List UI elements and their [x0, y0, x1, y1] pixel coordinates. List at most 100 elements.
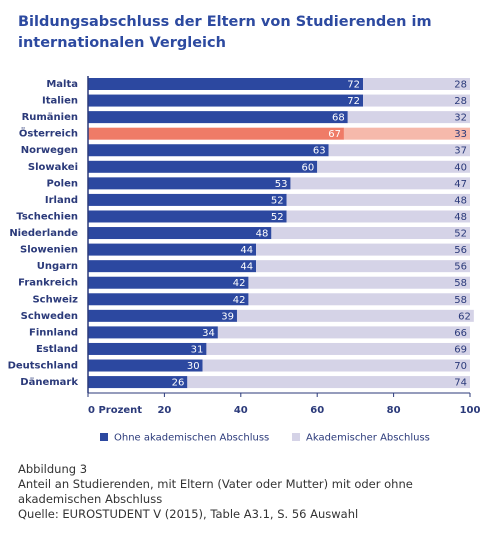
value-label: 52	[271, 212, 284, 223]
bar-segment	[88, 160, 318, 173]
value-label: 67	[328, 129, 341, 140]
bar-segment	[363, 94, 470, 107]
bar-segment	[290, 177, 470, 190]
category-label: Slowakei	[28, 162, 78, 173]
bar-segment	[88, 243, 257, 256]
value-label: 44	[240, 262, 253, 273]
value-label: 31	[191, 344, 204, 355]
value-label: 30	[187, 361, 200, 372]
bar-segment	[206, 342, 471, 355]
legend-swatch	[292, 433, 300, 441]
bar-segment	[88, 94, 364, 107]
bar-segment	[88, 193, 287, 206]
chart-title: Bildungsabschluss der Eltern von Studier…	[18, 14, 432, 51]
value-label: 42	[233, 278, 246, 289]
caption: Abbildung 3 Anteil an Studierenden, mit …	[18, 462, 458, 522]
value-label: 44	[240, 245, 253, 256]
bar-segment	[88, 78, 364, 90]
bar-segment	[88, 376, 188, 389]
category-label: Slowenien	[20, 245, 78, 256]
bar-segment	[256, 260, 470, 273]
figure-number: Abbildung 3	[18, 462, 88, 476]
bar-segment	[256, 243, 470, 256]
value-label: 72	[347, 80, 360, 91]
category-label: Polen	[46, 178, 78, 189]
value-label: 48	[256, 229, 269, 240]
bar-segment	[88, 210, 287, 223]
bar-segment	[88, 177, 291, 190]
bar-segment	[217, 326, 470, 339]
category-label: Tschechien	[16, 211, 78, 222]
bar-segment	[317, 160, 470, 173]
caption-text: Anteil an Studierenden, mit Eltern (Vate…	[18, 477, 413, 506]
value-label: 32	[454, 113, 467, 124]
value-label: 60	[301, 162, 314, 173]
value-label: 72	[347, 96, 360, 107]
value-label: 48	[454, 195, 467, 206]
value-label: 53	[275, 179, 288, 190]
legend-swatch	[100, 433, 108, 441]
value-label: 42	[233, 295, 246, 306]
value-label: 52	[271, 195, 284, 206]
bar-segment	[88, 326, 218, 339]
x-tick-label: 100	[460, 405, 481, 416]
category-label: Italien	[42, 96, 78, 107]
chart: Malta 72 28 Italien 72 28 Rumänien 68 32 Österrei…	[8, 76, 481, 444]
category-label: Österreich	[19, 126, 78, 140]
value-label: 40	[454, 162, 467, 173]
value-label: 62	[458, 311, 471, 322]
bar-segment	[328, 144, 470, 157]
value-label: 63	[313, 146, 326, 157]
value-label: 37	[454, 146, 467, 157]
category-label: Schweden	[21, 311, 78, 322]
value-label: 74	[454, 378, 467, 389]
value-label: 56	[454, 245, 467, 256]
value-label: 58	[454, 278, 467, 289]
category-label: Malta	[46, 79, 78, 90]
bar-segment	[88, 342, 207, 355]
value-label: 68	[332, 113, 345, 124]
bar-segment	[286, 193, 470, 206]
bar-segment	[88, 276, 249, 289]
category-label: Finnland	[29, 327, 78, 338]
bar-segment	[88, 111, 348, 124]
value-label: 34	[202, 328, 215, 339]
category-label: Niederlande	[9, 228, 78, 239]
bar-segment	[88, 309, 237, 322]
value-label: 66	[454, 328, 467, 339]
bar-segment	[88, 260, 257, 273]
bar-segment	[347, 111, 470, 124]
category-label: Frankreich	[18, 278, 78, 289]
x-tick-label: 20	[157, 405, 171, 416]
bar-segment	[88, 144, 329, 157]
bar-segment	[202, 359, 470, 372]
bar-segment	[88, 127, 344, 140]
bar-segment	[248, 276, 470, 289]
x-tick-label: 0 Prozent	[88, 405, 142, 416]
value-label: 28	[454, 96, 467, 107]
value-label: 33	[454, 129, 467, 140]
bar-segment	[187, 376, 470, 389]
value-label: 52	[454, 229, 467, 240]
category-label: Schweiz	[32, 294, 78, 305]
x-tick-label: 80	[387, 405, 401, 416]
category-label: Deutschland	[8, 361, 78, 372]
category-label: Ungarn	[37, 261, 78, 272]
value-label: 56	[454, 262, 467, 273]
category-label: Irland	[45, 195, 78, 206]
bar-segment	[88, 227, 272, 240]
category-label: Rumänien	[22, 112, 78, 123]
value-label: 48	[454, 212, 467, 223]
bar-segment	[248, 293, 470, 306]
value-label: 39	[221, 311, 234, 322]
bar-segment	[88, 359, 203, 372]
value-label: 58	[454, 295, 467, 306]
x-tick-label: 60	[310, 405, 324, 416]
legend-label: Ohne akademischen Abschluss	[114, 433, 269, 444]
x-tick-label: 40	[234, 405, 248, 416]
value-label: 26	[172, 378, 185, 389]
category-label: Estland	[36, 344, 78, 355]
bar-segment	[286, 210, 470, 223]
value-label: 28	[454, 80, 467, 91]
